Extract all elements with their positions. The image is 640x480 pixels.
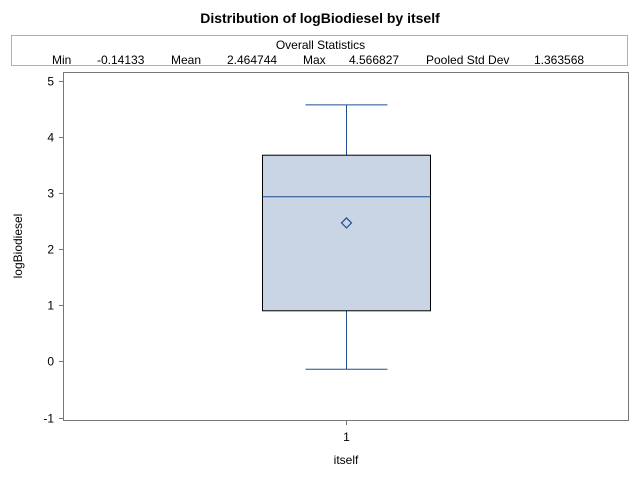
x-tick-label: 1 xyxy=(343,430,350,444)
x-axis-label: itself xyxy=(334,453,359,467)
overall-statistics-header: Overall Statistics xyxy=(275,38,366,52)
overall-statistics-table: Overall Statistics Min -0.14133 Mean 2.4… xyxy=(11,35,628,67)
y-tick-label: -1 xyxy=(43,412,54,426)
interquartile-box xyxy=(262,154,431,312)
y-axis: -1 0 1 2 3 4 5 xyxy=(43,75,64,426)
y-tick-label: 0 xyxy=(47,355,54,369)
y-tick-label: 1 xyxy=(47,299,54,313)
stat-max-value: 4.566827 xyxy=(349,53,400,67)
y-axis-label: logBiodiesel xyxy=(11,214,25,279)
stat-min-value: -0.14133 xyxy=(97,53,145,67)
stat-max-label: Max xyxy=(303,53,326,67)
y-tick-label: 5 xyxy=(47,75,54,89)
stat-pooled-std-dev-label: Pooled Std Dev xyxy=(426,53,510,67)
stat-pooled-std-dev-value: 1.363568 xyxy=(534,53,585,67)
y-tick-label: 4 xyxy=(47,131,54,145)
chart-title: Distribution of logBiodiesel by itself xyxy=(200,10,440,26)
stat-mean-label: Mean xyxy=(171,53,202,67)
y-tick-label: 3 xyxy=(47,187,54,201)
mean-marker xyxy=(340,217,353,229)
box-series xyxy=(262,104,431,370)
stat-mean-value: 2.464744 xyxy=(227,53,278,67)
y-tick-label: 2 xyxy=(47,243,54,257)
stat-min-label: Min xyxy=(52,53,72,67)
x-axis: 1 xyxy=(343,420,350,444)
